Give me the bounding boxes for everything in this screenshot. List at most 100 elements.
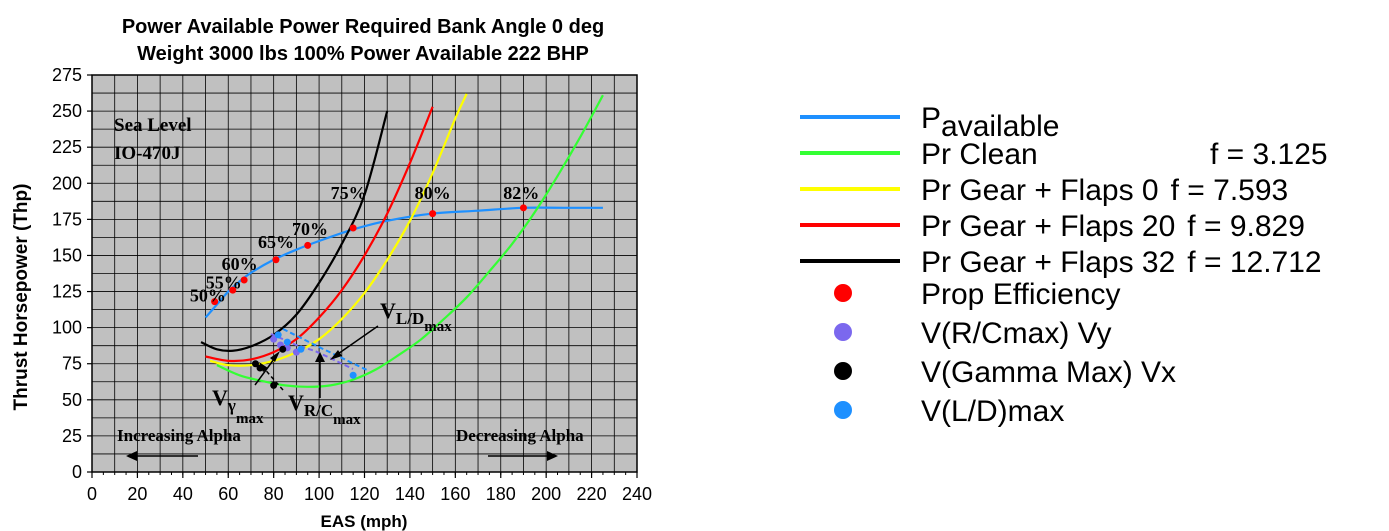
y-tick-label: 100 [52,318,82,338]
percent-label: 82% [503,183,539,203]
markers [211,204,527,389]
vld-main: V [380,298,396,323]
marker-point-3 [274,331,282,339]
x-tick-label: 180 [486,484,516,504]
x-tick-label: 200 [531,484,561,504]
inset-label-altitude: Sea Level [114,115,192,136]
annotations: VL/Dmax Vγmax VR/Cmax Increasing Alpha D… [117,298,584,461]
legend-marker-label: Prop Efficiency [921,278,1121,311]
marker-point-3 [349,371,357,379]
vrc-annotation: VR/Cmax [288,390,361,428]
increasing-alpha-label: Increasing Alpha [117,426,241,445]
y-tick-label: 275 [52,65,82,85]
marker-point-2 [279,345,287,353]
vld-annotation: VL/Dmax [380,298,452,335]
legend-label: Pr Gear + Flaps 32 [921,246,1175,279]
legend-f-value: f = 7.593 [1171,174,1289,207]
legend-marker-swatch [834,284,852,302]
percent-label: 70% [292,219,328,239]
percent-label: 75% [331,183,367,203]
vld-sub: L/D [396,309,424,328]
vrc-sub: R/C [304,401,333,420]
marker-point-0 [349,224,357,232]
vld-dashed-line [282,328,368,371]
x-tick-label: 40 [173,484,193,504]
x-tick-label: 80 [264,484,284,504]
marker-point-3 [297,345,305,353]
legend-f-value: f = 3.125 [1210,138,1328,171]
legend-marker-swatch [834,362,852,380]
marker-point-0 [211,298,219,306]
x-tick-label: 120 [349,484,379,504]
vgamma-subsub: max [236,411,264,427]
marker-point-2 [270,381,278,389]
vgamma-arrow-2 [261,365,284,391]
legend-f-value: f = 9.829 [1187,210,1305,243]
vld-subsub: max [424,319,452,335]
x-tick-label: 240 [622,484,652,504]
vgamma-arrowhead-2 [259,362,268,372]
y-tick-label: 150 [52,245,82,265]
x-tick-label: 140 [395,484,425,504]
marker-point-3 [283,338,291,346]
y-tick-label: 175 [52,209,82,229]
legend-label: Pr Gear + Flaps 20 [921,210,1175,243]
vrc-main: V [288,390,304,415]
y-tick-label: 125 [52,282,82,302]
increasing-alpha-arrowhead [126,451,137,461]
series-line-2 [209,93,468,367]
vgamma-sub: γ [227,396,236,415]
legend-label: Pr Gear + Flaps 0 [921,174,1159,207]
legend-marker-swatch [834,323,852,341]
vgamma-main: V [212,385,228,410]
percent-label: 55% [206,273,242,293]
percent-label: 60% [222,254,258,274]
marker-point-0 [229,286,237,294]
vld-arrow [334,325,379,357]
y-tick-label: 0 [72,462,82,482]
legend-marker-label: V(R/Cmax) Vy [921,317,1112,350]
decreasing-alpha-label: Decreasing Alpha [456,426,584,445]
y-axis-label: Thrust Horsepower (Thp) [11,184,32,411]
marker-point-0 [240,276,248,284]
y-tick-label: 25 [62,426,82,446]
chart-title: Power Available Power Required Bank Angl… [122,16,604,38]
marker-point-1 [270,335,278,343]
vrc-arrowhead [315,352,325,362]
x-tick-label: 220 [577,484,607,504]
decreasing-alpha-arrowhead [547,451,558,461]
percent-label: 80% [415,183,451,203]
legend-marker-label: V(L/D)max [921,395,1064,428]
y-tick-label: 225 [52,137,82,157]
x-tick-label: 0 [87,484,97,504]
series-line-3 [205,106,434,363]
vrc-subsub: max [333,412,361,428]
marker-point-0 [304,241,312,249]
legend-f-value: f = 12.712 [1187,246,1321,279]
x-tick-label: 100 [304,484,334,504]
x-tick-label: 160 [440,484,470,504]
y-tick-label: 50 [62,390,82,410]
series-line-1 [216,94,604,388]
chart-subtitle: Weight 3000 lbs 100% Power Available 222… [137,43,589,65]
marker-point-0 [429,210,437,218]
percent-labels: 50%55%60%65%70%75% 80% 82% [190,183,539,305]
x-axis-label: EAS (mph) [321,512,408,531]
y-tick-label: 250 [52,101,82,121]
y-tick-label: 75 [62,354,82,374]
marker-point-2 [252,360,259,368]
legend-marker-label: V(Gamma Max) Vx [921,356,1176,389]
legend-label: Pavailable [921,102,1059,143]
marker-point-0 [519,204,527,212]
series-line-4 [200,110,389,353]
vgamma-arrowhead-1 [270,351,280,362]
vld-arrowhead [330,350,342,360]
legend-marker-swatch [834,401,852,419]
percent-label: 65% [258,232,294,252]
ticks: 0 20 40 60 80 100 120 140 160 180 200 220 240 0 25 50 75… [52,65,652,504]
x-tick-label: 20 [127,484,147,504]
percent-label: 50% [190,286,226,306]
marker-point-0 [272,256,280,264]
